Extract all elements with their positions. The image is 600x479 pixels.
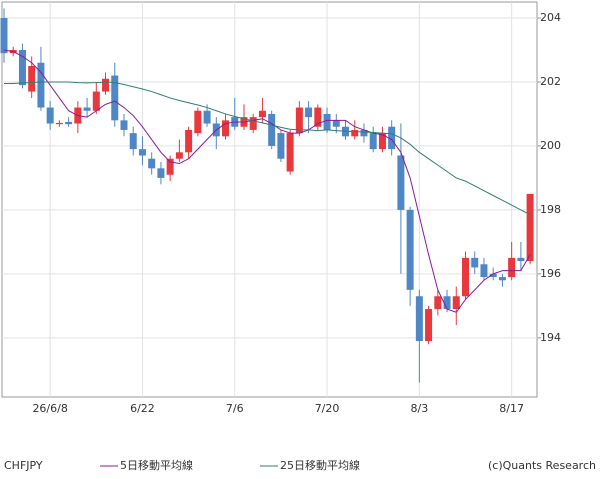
candle-body <box>129 133 137 150</box>
candle-body <box>185 129 193 153</box>
candle-body <box>314 107 322 127</box>
candle-body <box>434 296 442 310</box>
candle-body <box>157 168 165 178</box>
candle-body <box>443 296 451 310</box>
candle-body <box>102 78 110 92</box>
candle-body <box>526 193 534 262</box>
candle-body <box>203 110 211 124</box>
candle-body <box>277 133 285 159</box>
candle-body <box>194 110 202 134</box>
candle-body <box>83 107 91 111</box>
candle-body <box>508 257 516 278</box>
candle-body <box>120 120 128 130</box>
candle-body <box>55 122 63 125</box>
x-tick-label: 7/20 <box>315 402 340 415</box>
candle-body <box>323 113 331 130</box>
candle-body <box>489 273 497 278</box>
legend-label: 5日移動平均線 <box>120 458 193 472</box>
candle-body <box>222 120 230 137</box>
candle-body <box>369 133 377 150</box>
candle-body <box>295 107 303 134</box>
candle-body <box>406 209 414 290</box>
candle-body <box>425 309 433 342</box>
candle-body <box>148 158 156 169</box>
candle-body <box>480 264 488 278</box>
candle-body <box>268 113 276 146</box>
candle-body <box>415 296 423 342</box>
moving-average <box>3 49 531 313</box>
candle-body <box>305 107 313 118</box>
candle-body <box>351 129 359 137</box>
candle-body <box>498 277 506 281</box>
x-tick-label: 8/3 <box>410 402 428 415</box>
plot-frame <box>1 1 538 398</box>
candle-body <box>397 155 405 210</box>
y-tick-label: 198 <box>540 203 561 216</box>
candle-body <box>166 158 174 175</box>
candle-body <box>471 257 479 268</box>
legend-label: 25日移動平均線 <box>280 458 360 472</box>
candle-body <box>0 17 8 54</box>
candle-body <box>18 49 26 86</box>
y-tick-label: 204 <box>540 11 561 24</box>
candle-body <box>111 75 119 121</box>
candle-body <box>28 65 36 92</box>
candle-body <box>360 129 368 137</box>
symbol: CHFJPY <box>4 459 43 472</box>
y-tick-label: 194 <box>540 331 561 344</box>
candle-body <box>286 133 294 172</box>
candle-body <box>175 152 183 159</box>
candle-body <box>92 91 100 111</box>
candle-body <box>378 133 386 150</box>
candle-body <box>258 110 266 118</box>
credit: (c)Quants Research <box>488 459 596 472</box>
moving-average <box>4 81 531 216</box>
candle-body <box>388 126 396 150</box>
candle-body <box>452 296 460 310</box>
candle-body <box>462 257 469 297</box>
candle-body <box>249 117 257 130</box>
x-tick-label: 6/22 <box>130 402 155 415</box>
y-tick-label: 200 <box>540 139 561 152</box>
candle-body <box>46 107 54 124</box>
candle-body <box>65 121 73 125</box>
y-tick-label: 196 <box>540 267 561 280</box>
x-tick-label: 8/17 <box>499 402 524 415</box>
candle-body <box>138 149 146 156</box>
y-tick-label: 202 <box>540 75 561 88</box>
x-tick-label: 26/6/8 <box>32 402 67 415</box>
candle-body <box>37 62 45 108</box>
candle-body <box>517 257 525 262</box>
x-tick-label: 7/6 <box>226 402 244 415</box>
candle-body <box>332 120 340 127</box>
